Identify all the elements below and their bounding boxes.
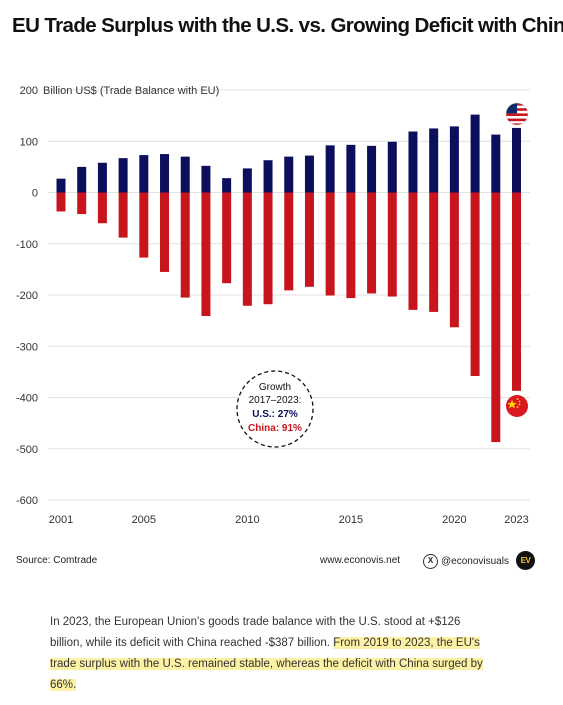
china-bar-2021	[470, 192, 480, 376]
us-bar-2007	[180, 156, 190, 193]
y-axis-label: Billion US$ (Trade Balance with EU)	[43, 85, 219, 97]
x-tick-label: 2020	[442, 514, 466, 526]
china-bar-2005	[139, 192, 149, 258]
y-tick-label: -300	[16, 341, 38, 353]
us-bar-2014	[325, 145, 335, 193]
china-bar-2019	[429, 192, 439, 312]
us-bar-2023	[512, 127, 521, 193]
us-bar-2020	[449, 126, 459, 193]
y-tick-label: -500	[16, 444, 38, 456]
x-logo-icon: X	[423, 553, 438, 569]
china-bar-2010	[242, 192, 252, 306]
china-bar-2022	[491, 192, 501, 443]
china-bar-2006	[160, 192, 170, 272]
chart-title: EU Trade Surplus with the U.S. vs. Growi…	[12, 14, 563, 37]
us-bar-2010	[242, 168, 252, 193]
y-tick-label: 0	[32, 188, 38, 200]
y-tick-label: -200	[16, 290, 38, 302]
website-link[interactable]: www.econovis.net	[320, 555, 401, 566]
us-bar-2012	[284, 156, 294, 193]
china-bar-2011	[263, 192, 273, 305]
us-bar-2021	[470, 114, 480, 193]
y-tick-label: -600	[16, 495, 38, 507]
y-tick-labels: 200 100 0 -100 -200 -300 -400 -500 -600	[16, 85, 38, 507]
china-bar-2017	[387, 192, 397, 297]
us-bar-2008	[201, 165, 211, 193]
china-flag-icon	[506, 395, 528, 417]
us-bar-2015	[346, 144, 356, 193]
bars	[56, 114, 521, 443]
source-label: Source: Comtrade	[16, 555, 98, 566]
us-bar-2011	[263, 160, 273, 193]
chart-card: EU Trade Surplus with the U.S. vs. Growi…	[12, 14, 563, 570]
us-bar-2019	[429, 128, 439, 193]
china-bar-2003	[97, 192, 107, 224]
us-flag-icon	[505, 102, 529, 126]
social-handle-text: @econovisuals	[441, 555, 509, 567]
china-bar-2016	[367, 192, 377, 294]
china-bar-2001	[56, 192, 66, 212]
annotation-line2: 2017–2023:	[249, 395, 302, 406]
china-bar-2020	[449, 192, 459, 328]
x-tick-labels: 2001 2005 2010 2015 2020 2023	[49, 514, 529, 526]
us-bar-2003	[97, 162, 107, 193]
y-tick-label: 100	[20, 136, 38, 148]
us-bar-2013	[304, 155, 314, 193]
china-bar-2012	[284, 192, 294, 291]
china-bar-2018	[408, 192, 418, 310]
x-tick-label: 2001	[49, 514, 73, 526]
growth-annotation: Growth 2017–2023: U.S.: 27% China: 91%	[236, 370, 314, 448]
us-bar-2016	[367, 145, 377, 193]
caption-text: In 2023, the European Union's goods trad…	[50, 612, 490, 696]
y-tick-label: 200	[20, 85, 38, 97]
china-bar-2013	[304, 192, 314, 287]
x-tick-label: 2023	[504, 514, 528, 526]
china-bar-2008	[201, 192, 211, 317]
china-bar-2014	[325, 192, 335, 296]
y-tick-label: -100	[16, 239, 38, 251]
us-bar-2005	[139, 155, 149, 193]
us-bar-2001	[56, 178, 66, 193]
us-bar-2006	[160, 154, 170, 193]
econovis-logo: EV	[516, 551, 535, 570]
x-tick-label: 2015	[339, 514, 363, 526]
us-bar-2018	[408, 131, 418, 193]
china-bar-2015	[346, 192, 356, 299]
us-bar-2004	[118, 158, 128, 193]
annotation-line1: Growth	[259, 382, 291, 393]
china-bar-2023	[512, 192, 521, 391]
china-bar-2004	[118, 192, 128, 238]
china-bar-2009	[222, 192, 232, 284]
annotation-china: China: 91%	[248, 423, 302, 434]
x-tick-label: 2010	[235, 514, 259, 526]
annotation-us: U.S.: 27%	[252, 409, 298, 420]
us-bar-2002	[77, 166, 87, 193]
x-tick-label: 2005	[132, 514, 156, 526]
y-tick-label: -400	[16, 393, 38, 405]
us-bar-2022	[491, 134, 501, 193]
social-handle[interactable]: X @econovisuals	[423, 553, 509, 569]
us-bar-2009	[222, 178, 232, 193]
china-bar-2002	[77, 192, 87, 215]
china-bar-2007	[180, 192, 190, 298]
bar-chart: 200 100 0 -100 -200 -300 -400 -500 -600 2001 2005…	[16, 85, 530, 526]
caption-part1: In 2023, the European Union's goods trad…	[50, 616, 461, 649]
us-bar-2017	[387, 141, 397, 193]
